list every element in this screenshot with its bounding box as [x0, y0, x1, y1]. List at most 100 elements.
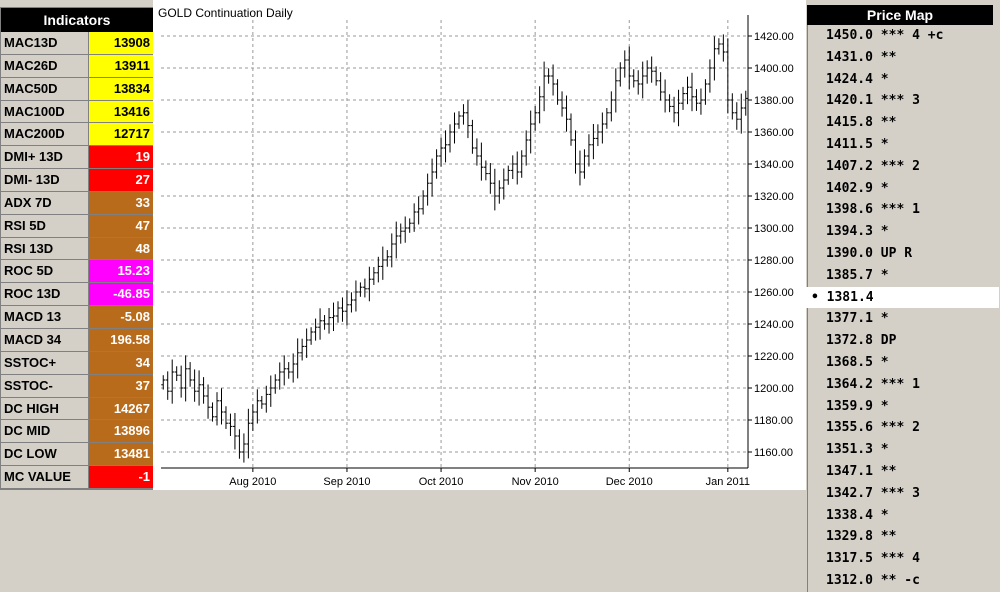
- ohlc-bar: [367, 266, 372, 302]
- indicator-label: MACD 13: [1, 306, 89, 328]
- ohlc-bar: [349, 292, 354, 313]
- ohlc-bar: [631, 69, 636, 88]
- indicator-value: -5.08: [89, 306, 153, 328]
- price-map-row: 1431.0 **: [808, 46, 993, 69]
- y-tick-label: 1280.00: [754, 255, 794, 267]
- ohlc-bar: [640, 61, 645, 99]
- indicator-label: MAC13D: [1, 32, 89, 54]
- indicator-value: 34: [89, 351, 153, 374]
- y-tick-label: 1380.00: [754, 95, 794, 107]
- y-tick-label: 1400.00: [754, 63, 794, 75]
- price-map-row: 1372.8 DP: [808, 330, 993, 352]
- ohlc-bar: [282, 355, 287, 386]
- y-tick-label: 1180.00: [754, 415, 793, 427]
- ohlc-bar: [645, 60, 650, 84]
- y-tick-label: 1240.00: [754, 319, 794, 331]
- ohlc-bar: [277, 362, 282, 390]
- indicator-row: ADX 7D 33: [1, 191, 153, 215]
- ohlc-bar: [358, 282, 363, 297]
- ohlc-bar: [398, 223, 403, 244]
- ohlc-bar: [622, 50, 627, 78]
- indicator-label: DMI- 13D: [1, 169, 89, 191]
- ohlc-bar: [560, 91, 565, 117]
- ohlc-bar: [434, 149, 439, 179]
- indicator-row: SSTOC+ 34: [1, 351, 153, 375]
- ohlc-bar: [273, 374, 278, 394]
- ohlc-bar: [295, 338, 300, 379]
- price-map-row: 1390.0 UP R: [808, 242, 993, 265]
- indicator-label: RSI 13D: [1, 237, 89, 260]
- price-map-row: 1450.0 *** 4 +c: [808, 25, 993, 47]
- ohlc-bar: [179, 365, 184, 398]
- price-chart[interactable]: GOLD Continuation Daily 1160.00 1180.00 12…: [153, 0, 806, 490]
- indicator-value: 19: [89, 146, 153, 169]
- ohlc-bar: [479, 142, 484, 181]
- indicator-label: MAC26D: [1, 54, 89, 77]
- ohlc-bar: [573, 130, 578, 174]
- ohlc-bar: [228, 413, 233, 436]
- price-map-row: 1312.0 ** -c: [808, 569, 993, 592]
- ohlc-bar: [165, 371, 170, 400]
- ohlc-bar: [461, 104, 466, 125]
- ohlc-bar: [219, 388, 224, 425]
- ohlc-bar: [259, 396, 264, 409]
- indicator-label: DC HIGH: [1, 397, 89, 420]
- ohlc-bar: [528, 110, 533, 154]
- ohlc-bar: [618, 62, 623, 87]
- indicator-row: MAC200D 12717: [1, 123, 153, 147]
- price-map-row: 1338.4 *: [808, 504, 993, 527]
- indicator-row: MAC13D 13908: [1, 32, 153, 55]
- y-tick-label: 1360.00: [754, 127, 794, 139]
- x-tick-label: Sep 2010: [323, 476, 370, 488]
- indicator-row: DC MID 13896: [1, 420, 153, 444]
- ohlc-bar: [524, 130, 529, 166]
- x-tick-label: Aug 2010: [229, 476, 276, 488]
- indicator-value: 13908: [89, 32, 153, 54]
- indicator-row: DMI- 13D 27: [1, 169, 153, 192]
- ohlc-bar: [600, 112, 605, 144]
- ohlc-bar: [681, 86, 686, 110]
- ohlc-bar: [215, 392, 220, 426]
- ohlc-bar: [501, 168, 506, 200]
- ohlc-bar: [322, 315, 327, 330]
- ohlc-bar: [533, 106, 538, 131]
- y-tick-label: 1260.00: [754, 287, 794, 299]
- ohlc-bar: [385, 250, 390, 267]
- ohlc-bar: [465, 100, 470, 139]
- ohlc-bar: [515, 151, 520, 185]
- ohlc-bar: [291, 353, 296, 383]
- price-map-row: 1398.6 *** 1: [808, 199, 993, 222]
- indicator-row: MACD 13 -5.08: [1, 306, 153, 329]
- indicator-value: 13911: [89, 54, 153, 77]
- x-tick-label: Jan 2011: [706, 476, 750, 488]
- price-map-list: 1450.0 *** 4 +c 1431.0 ** 1424.4 * 1420.1 *…: [805, 25, 999, 592]
- price-map-row: 1415.8 **: [808, 112, 993, 134]
- price-map-row: 1420.1 *** 3: [808, 90, 993, 113]
- indicator-value: 13896: [89, 420, 153, 443]
- ohlc-bar: [730, 93, 735, 120]
- ohlc-bar: [506, 165, 511, 185]
- ohlc-bar: [582, 149, 587, 179]
- indicator-label: MACD 34: [1, 328, 89, 351]
- ohlc-bar: [537, 86, 542, 124]
- ohlc-bar: [551, 64, 556, 96]
- y-tick-label: 1160.00: [754, 447, 793, 459]
- ohlc-bar: [716, 38, 721, 55]
- y-tick-label: 1200.00: [754, 383, 794, 395]
- ohlc-bar: [492, 168, 497, 211]
- indicator-row: RSI 5D 47: [1, 214, 153, 238]
- ohlc-bar: [497, 180, 502, 204]
- ohlc-bar: [627, 46, 632, 90]
- indicator-row: DC HIGH 14267: [1, 397, 153, 421]
- indicator-row: DMI+ 13D 19: [1, 146, 153, 170]
- ohlc-bar: [443, 130, 448, 163]
- indicator-label: DC MID: [1, 420, 89, 443]
- ohlc-bar: [353, 280, 358, 312]
- price-map-row: 1368.5 *: [808, 351, 993, 374]
- ohlc-bar: [658, 72, 663, 101]
- indicator-row: ROC 5D 15.23: [1, 260, 153, 284]
- ohlc-bar: [546, 68, 551, 84]
- ohlc-bar: [448, 124, 453, 153]
- ohlc-bar: [430, 158, 435, 197]
- chart-area[interactable]: GOLD Continuation Daily 1160.00 1180.00 12…: [153, 0, 806, 490]
